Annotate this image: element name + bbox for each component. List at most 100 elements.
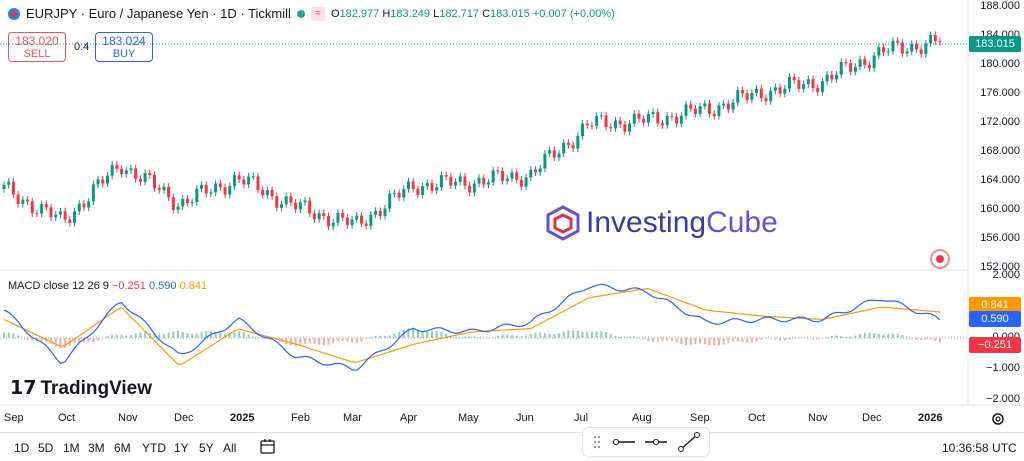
timeframe-ytd-button[interactable]: YTD	[142, 441, 166, 455]
candle-body	[619, 120, 622, 124]
candle-body	[125, 170, 128, 174]
candle-body	[181, 199, 184, 207]
candle-body	[567, 143, 570, 145]
macd-histogram-bar	[920, 338, 922, 340]
candle-body	[924, 43, 927, 54]
candle-body	[750, 93, 753, 100]
timeframe-1y-button[interactable]: 1Y	[174, 441, 189, 455]
macd-histogram-bar	[436, 331, 438, 338]
candle-body	[680, 116, 683, 124]
candle-body	[440, 175, 443, 187]
macd-histogram-bar	[901, 335, 903, 338]
timeframe-5d-button[interactable]: 5D	[38, 441, 53, 455]
macd-histogram-bar	[469, 336, 471, 338]
macd-histogram-bar	[624, 337, 626, 338]
candle-body	[915, 44, 918, 49]
timeframe-1d-button[interactable]: 1D	[14, 441, 29, 455]
macd-histogram-bar	[530, 334, 532, 338]
macd-histogram-bar	[850, 337, 852, 338]
candle-body	[341, 213, 344, 218]
macd-histogram-bar	[186, 333, 188, 338]
macd-histogram-bar	[699, 338, 701, 343]
drag-handle-icon[interactable]	[594, 436, 600, 448]
candle-body	[868, 65, 871, 68]
timeframe-1m-button[interactable]: 1M	[63, 441, 80, 455]
macd-axis-label: 2.000	[980, 269, 1020, 281]
macd-histogram-bar	[248, 334, 250, 338]
candle-body	[896, 41, 899, 43]
candle-body	[304, 201, 307, 203]
candle-body	[501, 171, 504, 181]
horizontal-line-icon[interactable]	[645, 440, 667, 445]
horizontal-ray-icon[interactable]	[613, 440, 635, 445]
macd-histogram-bar	[582, 332, 584, 338]
macd-histogram-bar	[845, 337, 847, 338]
record-icon[interactable]	[930, 249, 950, 269]
candle-body	[562, 143, 565, 154]
candle-body	[840, 62, 843, 75]
macd-histogram-bar	[925, 338, 927, 340]
macd-histogram-bar	[915, 338, 917, 340]
macd-histogram-bar	[788, 338, 790, 340]
time-axis-label: Nov	[118, 412, 138, 424]
macd-histogram-bar	[713, 338, 715, 346]
candle-body	[652, 112, 655, 114]
candle-body	[779, 87, 782, 93]
candle-body	[186, 199, 189, 203]
macd-histogram-bar	[252, 337, 254, 338]
macd-histogram-bar	[525, 335, 527, 338]
macd-histogram-bar	[497, 336, 499, 338]
macd-histogram-bar	[182, 332, 184, 338]
candle-body	[812, 79, 815, 88]
utc-clock[interactable]: 10:36:58 UTC	[942, 441, 1017, 455]
macd-histogram-bar	[737, 338, 739, 341]
candle-body	[647, 114, 650, 123]
macd-histogram-bar	[417, 330, 419, 338]
macd-histogram-bar	[892, 334, 894, 338]
macd-histogram-bar	[440, 332, 442, 338]
macd-histogram-bar	[610, 334, 612, 338]
time-axis-label: May	[458, 412, 479, 424]
timeframe-6m-button[interactable]: 6M	[114, 441, 131, 455]
macd-legend[interactable]: MACD close 12 26 9 −0.251 0.590 0.841	[8, 280, 207, 292]
candle-body	[685, 104, 688, 115]
macd-histogram-bar	[304, 338, 306, 344]
time-axis-label: Feb	[291, 412, 310, 424]
candle-body	[346, 218, 349, 226]
candle-body	[910, 44, 913, 52]
candle-body	[887, 51, 890, 52]
candle-body	[416, 189, 419, 195]
macd-histogram-bar	[826, 337, 828, 338]
macd-histogram-bar	[671, 338, 673, 341]
macd-histogram-bar	[836, 336, 838, 338]
candle-body	[854, 67, 857, 72]
macd-histogram-bar	[661, 338, 663, 341]
candle-body	[576, 136, 579, 148]
settings-gear-icon[interactable]	[990, 411, 1006, 427]
candle-body	[17, 194, 20, 204]
candle-body	[920, 49, 923, 54]
date-range-calendar-icon[interactable]	[259, 437, 277, 455]
macd-histogram-bar	[676, 338, 678, 342]
macd-histogram-bar	[309, 338, 311, 343]
macd-histogram-bar	[643, 338, 645, 339]
tradingview-logo[interactable]: 𝟭𝟳 TradingView	[10, 377, 152, 400]
candle-body	[228, 186, 231, 194]
candle-body	[191, 202, 194, 203]
candle-body	[318, 213, 321, 219]
macd-histogram-bar	[455, 337, 457, 338]
candle-body	[271, 190, 274, 196]
candle-body	[256, 176, 259, 190]
time-axis-label: Sep	[690, 412, 710, 424]
candle-body	[863, 59, 866, 65]
macd-histogram-bar	[647, 338, 649, 341]
timeframe-all-button[interactable]: All	[223, 441, 236, 455]
timeframe-5y-button[interactable]: 5Y	[199, 441, 214, 455]
candle-body	[158, 188, 161, 190]
candle-body	[200, 185, 203, 189]
time-axis-label: Aug	[632, 412, 652, 424]
price-axis-label: 180.000	[980, 58, 1020, 70]
timeframe-3m-button[interactable]: 3M	[88, 441, 105, 455]
trend-line-icon[interactable]	[679, 433, 700, 452]
